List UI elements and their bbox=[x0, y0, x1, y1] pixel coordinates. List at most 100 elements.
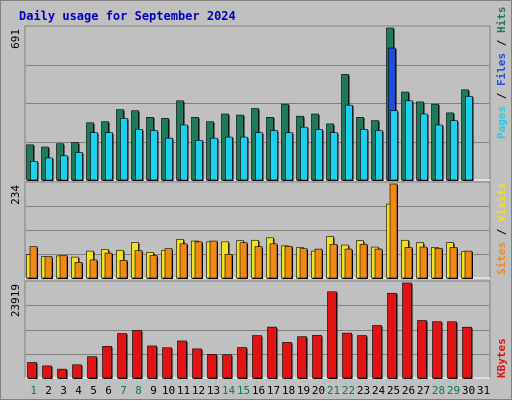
x-tick-label-day-6: 6 bbox=[105, 384, 112, 397]
sites-bar-day-17 bbox=[269, 243, 278, 279]
legend-hits: Hits bbox=[495, 7, 508, 34]
pages-bar-day-26 bbox=[405, 100, 413, 181]
pages-bar-day-24 bbox=[375, 130, 383, 181]
kbytes-bar-day-14 bbox=[222, 354, 232, 379]
panel-2-ymax-label: 234 bbox=[9, 185, 22, 205]
pages-bar-day-7 bbox=[120, 118, 128, 181]
x-tick-label-day-26: 26 bbox=[402, 384, 415, 397]
legend-sites: Sites bbox=[495, 242, 508, 275]
legend-sites-visits: Sites / Visits bbox=[495, 182, 508, 275]
sites-bar-day-14 bbox=[224, 253, 233, 279]
kbytes-bar-day-3 bbox=[57, 368, 67, 379]
x-tick-label-day-30: 30 bbox=[462, 384, 475, 397]
kbytes-bar-day-23 bbox=[357, 335, 367, 379]
x-tick-label-day-21: 21 bbox=[327, 384, 340, 397]
sites-bar-day-13 bbox=[209, 240, 218, 279]
sites-bar-day-22 bbox=[344, 248, 353, 279]
pages-bar-day-28 bbox=[435, 124, 443, 181]
sites-bar-day-19 bbox=[299, 248, 308, 279]
kbytes-bar-day-1 bbox=[27, 362, 37, 379]
x-tick-label-day-19: 19 bbox=[297, 384, 310, 397]
x-tick-label-day-27: 27 bbox=[417, 384, 430, 397]
x-tick-label-day-18: 18 bbox=[282, 384, 295, 397]
pages-bar-day-4 bbox=[75, 152, 83, 181]
pages-bar-day-18 bbox=[285, 132, 293, 181]
pages-bar-day-22 bbox=[345, 104, 353, 181]
pages-bar-day-13 bbox=[210, 137, 218, 181]
legend-kbytes: KBytes bbox=[495, 338, 508, 378]
kbytes-bar-day-21 bbox=[327, 291, 337, 379]
kbytes-bar-day-19 bbox=[297, 336, 307, 379]
sites-bar-day-5 bbox=[89, 259, 98, 279]
kbytes-bar-day-24 bbox=[372, 325, 382, 379]
kbytes-bar-day-22 bbox=[342, 332, 352, 379]
pages-bar-day-16 bbox=[255, 132, 263, 181]
x-tick-label-day-13: 13 bbox=[207, 384, 220, 397]
kbytes-bar-day-25 bbox=[387, 292, 397, 379]
x-tick-label-day-24: 24 bbox=[372, 384, 386, 397]
sites-bar-day-10 bbox=[164, 248, 173, 279]
pages-bar-day-14 bbox=[225, 136, 233, 181]
kbytes-bar-day-2 bbox=[42, 365, 52, 379]
kbytes-bar-day-8 bbox=[132, 330, 142, 379]
legend-pages: Pages bbox=[495, 106, 508, 139]
pages-bar-day-1 bbox=[30, 161, 38, 181]
chart-title: Daily usage for September 2024 bbox=[19, 9, 236, 23]
pages-bar-day-3 bbox=[60, 155, 68, 181]
x-tick-label-day-10: 10 bbox=[162, 384, 175, 397]
sites-bar-day-28 bbox=[434, 247, 443, 279]
kbytes-bar-day-18 bbox=[282, 342, 292, 379]
kbytes-bar-day-4 bbox=[72, 364, 82, 379]
kbytes-bar-day-26 bbox=[402, 282, 412, 379]
sites-bar-day-7 bbox=[119, 260, 128, 279]
x-tick-label-day-31: 31 bbox=[477, 384, 490, 397]
sites-bar-day-3 bbox=[59, 255, 68, 279]
sites-bar-day-27 bbox=[419, 246, 428, 279]
kbytes-bar-day-13 bbox=[207, 354, 217, 379]
sites-bar-day-16 bbox=[254, 246, 263, 279]
pages-bar-day-9 bbox=[150, 130, 158, 181]
pages-bar-day-5 bbox=[90, 132, 98, 181]
x-tick-label-day-29: 29 bbox=[447, 384, 460, 397]
x-tick-label-day-17: 17 bbox=[267, 384, 280, 397]
legend-sep: / bbox=[495, 222, 508, 242]
pages-bar-day-21 bbox=[330, 132, 338, 181]
sites-bar-day-21 bbox=[329, 243, 338, 279]
sites-bar-day-6 bbox=[104, 252, 113, 279]
kbytes-bar-day-6 bbox=[102, 346, 112, 379]
kbytes-bar-day-11 bbox=[177, 340, 187, 379]
kbytes-bar-day-28 bbox=[432, 321, 442, 379]
x-tick-label-day-16: 16 bbox=[252, 384, 265, 397]
x-tick-label-day-28: 28 bbox=[432, 384, 445, 397]
pages-bar-day-12 bbox=[195, 140, 203, 181]
pages-bar-day-23 bbox=[360, 129, 368, 181]
kbytes-bar-day-27 bbox=[417, 320, 427, 379]
kbytes-bar-day-7 bbox=[117, 333, 127, 379]
kbytes-bar-day-10 bbox=[162, 347, 172, 379]
pages-bar-day-6 bbox=[105, 132, 113, 181]
panel-1-ymax-label: 691 bbox=[9, 29, 22, 49]
pages-bar-day-2 bbox=[45, 157, 53, 181]
sites-bar-day-9 bbox=[149, 255, 158, 279]
x-tick-label-day-11: 11 bbox=[177, 384, 190, 397]
pages-bar-day-11 bbox=[180, 124, 188, 181]
sites-bar-day-20 bbox=[314, 248, 323, 279]
pages-bar-day-19 bbox=[300, 126, 308, 181]
legend-visits: Visits bbox=[495, 182, 508, 222]
kbytes-bar-day-20 bbox=[312, 335, 322, 379]
pages-bar-day-17 bbox=[270, 130, 278, 181]
sites-bar-day-11 bbox=[179, 243, 188, 279]
pages-bar-day-10 bbox=[165, 137, 173, 181]
x-tick-label-day-3: 3 bbox=[60, 384, 67, 397]
sites-bar-day-24 bbox=[374, 248, 383, 279]
sites-bar-day-2 bbox=[44, 256, 53, 279]
sites-bar-day-23 bbox=[359, 243, 368, 279]
legend-kbytes: KBytes bbox=[495, 338, 508, 378]
x-tick-label-day-1: 1 bbox=[30, 384, 37, 397]
panel-3-ymax-label: 23919 bbox=[9, 284, 22, 317]
pages-bar-day-29 bbox=[450, 120, 458, 181]
kbytes-bar-day-15 bbox=[237, 347, 247, 379]
kbytes-bar-day-30 bbox=[462, 326, 472, 379]
